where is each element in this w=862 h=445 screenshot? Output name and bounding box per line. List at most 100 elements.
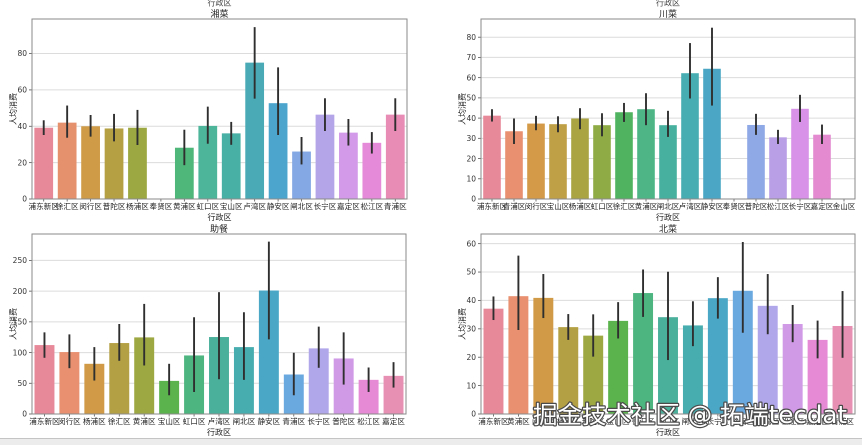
bar <box>747 124 765 199</box>
x-tick-label: 虹口区 <box>183 417 206 426</box>
x-tick-label: 杨浦区 <box>557 416 580 426</box>
x-tick-label: 徐汇区 <box>613 201 636 211</box>
x-tick-label: 虹口区 <box>196 202 219 211</box>
x-tick-label: 闸北区 <box>233 417 256 426</box>
y-tick-label: 10 <box>466 381 476 390</box>
x-tick-label: 长宁区 <box>314 201 337 211</box>
y-tick-label: 200 <box>13 287 28 296</box>
axes-frame <box>480 233 856 415</box>
x-axis-label: 行政区 <box>207 427 231 437</box>
y-tick-label: 40 <box>17 122 27 131</box>
bar <box>358 379 379 414</box>
bar <box>174 147 194 199</box>
bar <box>109 343 130 414</box>
bar <box>608 320 629 414</box>
bar <box>362 142 382 199</box>
x-tick-label: 闵行区 <box>532 416 555 426</box>
x-tick-label: 普陀区 <box>745 201 768 211</box>
bar <box>221 133 241 199</box>
x-tick-label: 青浦区 <box>282 416 305 426</box>
x-tick-label: 奉贤区 <box>150 201 173 211</box>
bar <box>34 127 54 199</box>
y-tick-label: 0 <box>471 195 476 204</box>
bar <box>315 114 335 199</box>
y-tick-label: 80 <box>17 49 27 58</box>
y-tick-label: 20 <box>466 154 476 163</box>
x-tick-label: 静安区 <box>731 416 754 426</box>
chart-title: 湘菜 <box>210 8 228 20</box>
x-tick-label: 虹口区 <box>657 417 680 426</box>
x-tick-label: 松江区 <box>781 416 804 426</box>
y-tick-label: 30 <box>466 325 476 334</box>
x-tick-label: 青浦区 <box>384 201 407 211</box>
y-tick-label: 40 <box>466 114 476 123</box>
x-tick-label: 长宁区 <box>789 201 812 211</box>
bar <box>34 345 55 414</box>
y-tick-label: 0 <box>22 410 27 419</box>
y-axis-label: 人均消费 <box>8 308 18 340</box>
bar <box>681 73 699 199</box>
bar <box>732 290 753 414</box>
y-tick-label: 100 <box>13 348 28 357</box>
x-tick-label: 松江区 <box>767 201 790 211</box>
bar <box>59 352 80 414</box>
bar <box>769 137 787 199</box>
y-tick-label: 80 <box>466 33 476 42</box>
bar <box>707 298 728 414</box>
x-tick-label: 金山区 <box>833 201 856 211</box>
bar <box>233 347 254 414</box>
bar <box>527 123 545 199</box>
x-tick-label: 徐汇区 <box>108 416 131 426</box>
bar <box>832 325 853 414</box>
cropped-previous-xlabel-left: 行政区 <box>208 0 232 8</box>
x-tick-label: 宝山区 <box>220 201 243 211</box>
y-tick-label: 50 <box>17 379 27 388</box>
y-tick-label: 40 <box>466 296 476 305</box>
cropped-previous-xlabel-right: 行政区 <box>656 0 680 8</box>
y-tick-label: 20 <box>466 353 476 362</box>
y-axis-label: 人均消费 <box>457 308 467 340</box>
x-tick-label: 宝山区 <box>607 416 630 426</box>
bar <box>308 348 329 414</box>
x-tick-label: 虹口区 <box>591 202 614 211</box>
chart-title: 川菜 <box>659 8 677 20</box>
bar <box>104 128 124 199</box>
x-tick-label: 浦东新区 <box>477 201 508 211</box>
x-tick-label: 嘉定区 <box>382 416 405 426</box>
bar <box>81 126 100 199</box>
bar <box>198 125 218 199</box>
x-tick-label: 嘉定区 <box>337 201 360 211</box>
x-tick-label: 嘉定区 <box>811 201 834 211</box>
bar <box>57 122 77 199</box>
bar <box>807 339 828 414</box>
x-tick-label: 青浦区 <box>503 201 526 211</box>
y-tick-label: 20 <box>17 158 27 167</box>
bar <box>791 108 809 199</box>
x-tick-label: 闸北区 <box>290 202 313 211</box>
x-tick-label: 普陀区 <box>103 201 126 211</box>
x-tick-label: 杨浦区 <box>126 201 149 211</box>
bottom-window-edge <box>0 438 862 445</box>
bar <box>637 109 655 199</box>
bar <box>703 68 721 199</box>
y-tick-label: 10 <box>466 174 476 183</box>
x-tick-label: 长宁区 <box>307 416 330 426</box>
x-axis-label: 行政区 <box>208 212 232 222</box>
x-tick-label: 浦东新区 <box>478 416 509 426</box>
y-tick-label: 60 <box>466 239 476 248</box>
bar <box>593 125 611 199</box>
bar <box>508 296 529 414</box>
x-tick-label: 卢湾区 <box>208 416 231 426</box>
x-tick-label: 杨浦区 <box>83 416 106 426</box>
x-tick-label: 普陀区 <box>582 416 605 426</box>
y-tick-label: 50 <box>466 268 476 277</box>
chart-title: 助餐 <box>210 223 228 235</box>
x-tick-label: 卢湾区 <box>679 201 702 211</box>
x-tick-label: 卢湾区 <box>243 201 266 211</box>
bar <box>549 124 567 199</box>
bar <box>339 132 358 199</box>
